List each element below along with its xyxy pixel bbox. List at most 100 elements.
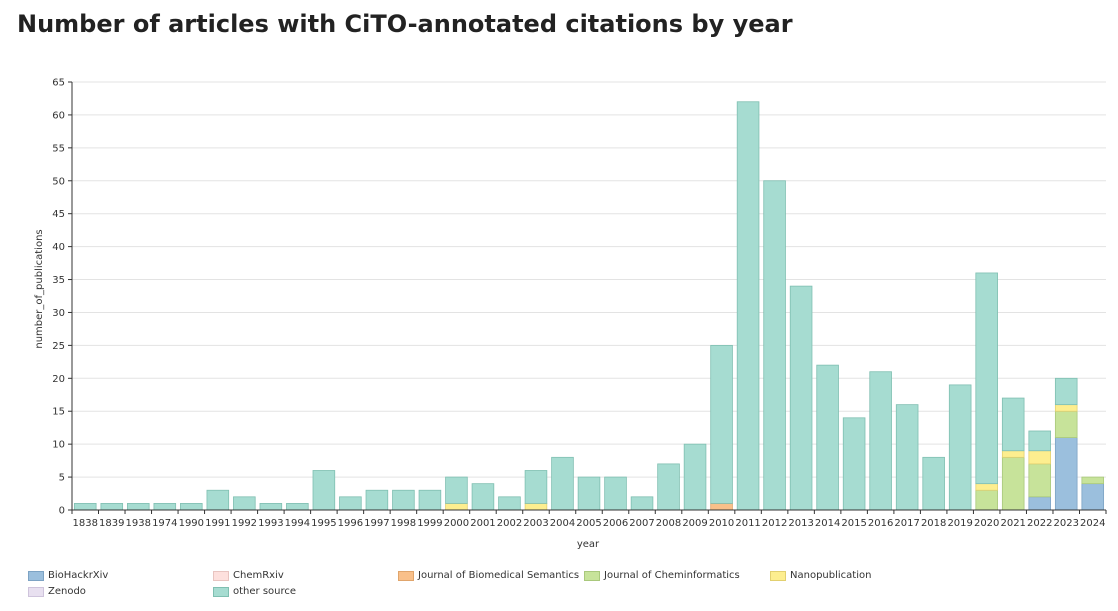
bar-segment[interactable] (630, 496, 654, 511)
x-tick-label: 2017 (894, 518, 919, 529)
legend-swatch (398, 570, 414, 581)
bar-segment[interactable] (445, 503, 468, 511)
x-tick-label: 1995 (311, 518, 336, 529)
x-tick-label: 2016 (868, 518, 893, 529)
legend-swatch (213, 570, 229, 581)
bar-segment[interactable] (710, 503, 733, 511)
legend-item[interactable]: other source (213, 586, 296, 597)
legend-swatch (770, 570, 786, 581)
grid-lines (72, 81, 1106, 511)
legend: BioHackrXiv ChemRxiv Journal of Biomedical… (28, 570, 1108, 606)
bar-segment[interactable] (975, 489, 998, 511)
bar-segment[interactable] (312, 470, 336, 511)
bar-segment[interactable] (1028, 496, 1051, 511)
bar-segment[interactable] (524, 503, 548, 511)
y-tick-label: 10 (52, 440, 65, 451)
x-tick-label: 2021 (1000, 518, 1025, 529)
y-tick-label: 45 (52, 209, 65, 220)
bar-segment[interactable] (445, 476, 468, 504)
y-tick-label: 65 (52, 78, 65, 89)
bar-segment[interactable] (1054, 404, 1078, 412)
legend-label: Journal of Cheminformatics (604, 570, 740, 581)
bar-segment[interactable] (763, 180, 786, 511)
x-tick-label: 1991 (205, 518, 230, 529)
legend-swatch (28, 570, 44, 581)
bar-segment[interactable] (1001, 450, 1025, 458)
bar-segment[interactable] (233, 496, 256, 511)
x-tick-label: 1993 (258, 518, 283, 529)
bar-segment[interactable] (922, 456, 945, 511)
bar-segment[interactable] (1081, 476, 1105, 485)
legend-item[interactable]: Zenodo (28, 586, 86, 597)
x-tick-label: 2014 (815, 518, 840, 529)
x-tick-label: 2007 (629, 518, 654, 529)
y-tick-label: 35 (52, 275, 65, 286)
bar-segment[interactable] (1081, 483, 1105, 511)
bar-segment[interactable] (286, 503, 309, 511)
bar-segment[interactable] (100, 503, 124, 511)
bar-segment[interactable] (339, 496, 362, 511)
bar-segment[interactable] (127, 503, 150, 511)
bar-segment[interactable] (816, 364, 839, 511)
bar-segment[interactable] (153, 503, 177, 511)
bar-segment[interactable] (710, 344, 733, 504)
bar-segment[interactable] (551, 456, 574, 511)
x-tick-label: 2009 (682, 518, 707, 529)
bar-segment[interactable] (524, 470, 548, 504)
legend-label: other source (233, 586, 297, 597)
y-tick-label: 25 (52, 341, 65, 352)
legend-item[interactable]: Journal of Biomedical Semantics (398, 570, 579, 581)
bar-segment[interactable] (73, 503, 97, 511)
bar-segment[interactable] (789, 285, 813, 511)
bar-segment[interactable] (1054, 437, 1078, 511)
bar-segment[interactable] (418, 489, 442, 511)
bar-segment[interactable] (259, 503, 283, 511)
bar-segment[interactable] (498, 496, 521, 511)
x-axis-label: year (577, 539, 600, 550)
bar-segment[interactable] (1028, 450, 1051, 465)
x-tick-label: 1999 (417, 518, 442, 529)
x-tick-label: 2022 (1027, 518, 1052, 529)
bar-segment[interactable] (577, 476, 601, 511)
bar-segment[interactable] (1054, 377, 1078, 406)
bar-segment[interactable] (180, 503, 203, 511)
x-tick-label: 2020 (974, 518, 999, 529)
bar-segment[interactable] (604, 476, 627, 511)
bars (73, 101, 1105, 511)
y-tick-label: 15 (52, 407, 65, 418)
x-tick-label: 2001 (470, 518, 495, 529)
y-tick-label: 30 (52, 308, 65, 319)
bar-segment[interactable] (1054, 410, 1078, 438)
legend-label: ChemRxiv (233, 570, 284, 581)
bar-segment[interactable] (975, 483, 998, 491)
bar-segment[interactable] (657, 463, 680, 511)
x-tick-label: 2015 (841, 518, 866, 529)
bar-segment[interactable] (1001, 397, 1025, 452)
x-tick-label: 2024 (1080, 518, 1105, 529)
bar-segment[interactable] (365, 489, 389, 511)
bar-segment[interactable] (1028, 463, 1051, 498)
bar-segment[interactable] (869, 371, 892, 511)
legend-label: BioHackrXiv (48, 570, 109, 581)
x-tick-label: 1996 (338, 518, 363, 529)
bar-segment[interactable] (683, 443, 707, 511)
bar-segment[interactable] (736, 101, 760, 511)
legend-item[interactable]: Journal of Cheminformatics (584, 570, 740, 581)
bar-segment[interactable] (948, 384, 972, 511)
bar-segment[interactable] (392, 489, 415, 511)
legend-item[interactable]: ChemRxiv (213, 570, 284, 581)
bar-segment[interactable] (1001, 456, 1025, 511)
bar-segment[interactable] (1028, 430, 1051, 452)
bar-segment[interactable] (975, 272, 998, 485)
x-tick-label: 2008 (656, 518, 681, 529)
bar-segment[interactable] (895, 404, 919, 511)
bar-segment[interactable] (471, 483, 495, 511)
legend-item[interactable]: Nanopublication (770, 570, 871, 581)
page-title: Number of articles with CiTO-annotated c… (17, 10, 793, 38)
legend-swatch (28, 586, 44, 597)
x-tick-label: 2011 (735, 518, 760, 529)
bar-segment[interactable] (842, 417, 866, 511)
bar-segment[interactable] (206, 489, 230, 511)
x-tick-label: 1997 (364, 518, 389, 529)
legend-item[interactable]: BioHackrXiv (28, 570, 108, 581)
